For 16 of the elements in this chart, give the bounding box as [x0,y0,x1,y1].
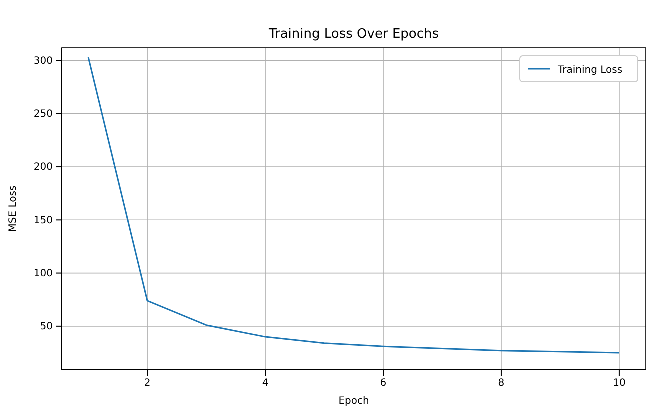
x-tick-label: 10 [613,378,626,390]
y-tick-label: 50 [40,322,53,333]
x-tick-label: 4 [262,378,269,390]
y-tick-label: 100 [34,268,53,280]
x-axis-title: Epoch [338,396,370,407]
x-tick-label: 2 [144,378,151,390]
y-tick-label: 250 [34,109,53,120]
y-tick-label: 200 [34,162,53,174]
y-axis-title: MSE Loss [8,186,19,232]
x-tick-label: 8 [498,378,505,390]
chart-title: Training Loss Over Epochs [268,27,440,42]
x-tick-label: 6 [380,378,387,390]
y-tick-label: 300 [34,56,53,67]
line-series [88,56,620,354]
y-tick-label: 150 [34,215,53,226]
legend-label: Training Loss [557,65,623,76]
